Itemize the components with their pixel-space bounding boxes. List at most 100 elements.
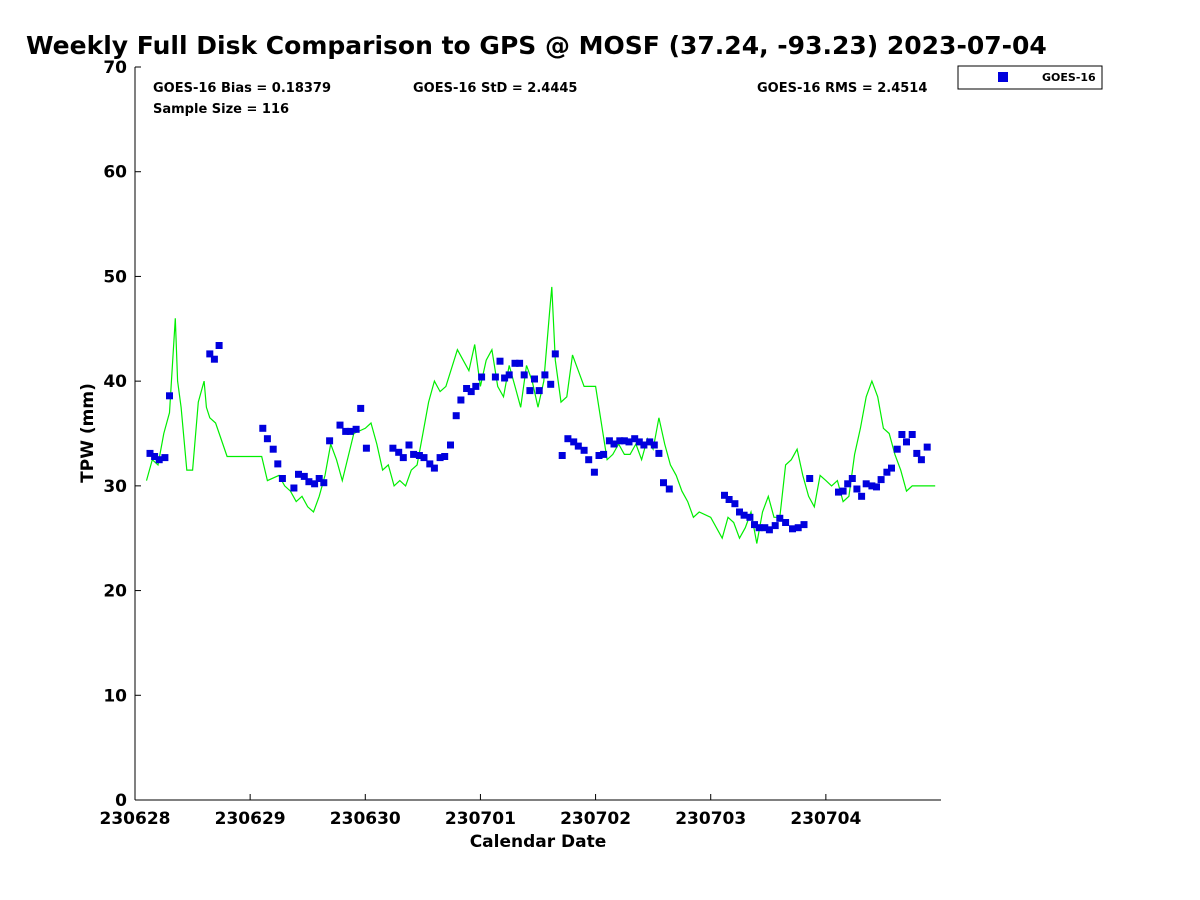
goes16-point [640,441,648,449]
goes16-point [908,431,916,438]
goes-series [146,342,931,534]
goes16-point [746,513,754,521]
goes16-point [898,431,906,438]
y-tick-label: 40 [103,372,127,392]
goes16-point [570,438,578,446]
goes16-point [755,524,763,532]
goes16-point [166,392,173,400]
goes16-point [625,438,633,446]
goes16-point [151,453,159,460]
goes16-point [660,479,667,487]
goes16-point [496,357,504,365]
goes16-point [501,374,509,382]
legend-box [957,65,1103,90]
goes16-point [883,468,891,476]
goes16-point [478,373,486,381]
goes16-point [740,511,748,519]
goes16-point [472,382,480,390]
goes16-point [420,454,428,462]
goes16-point [436,454,444,462]
goes16-point [848,475,856,482]
goes16-point [315,475,323,482]
stat-bias: GOES-16 Bias = 0.18379 [153,81,331,96]
stat-std: GOES-16 StD = 2.4445 [413,81,577,96]
goes16-point [526,387,534,395]
goes16-point [751,521,758,529]
goes16-point [215,342,223,349]
goes16-point [305,478,313,486]
goes16-point [835,488,842,496]
y-tick-label: 0 [115,791,127,811]
goes16-point [635,438,643,446]
goes16-point [531,375,538,383]
goes16-point [917,456,925,464]
goes16-point [903,438,910,446]
legend-marker-goes16 [998,72,1008,82]
x-tick-label: 230701 [445,809,516,829]
y-tick-label: 50 [103,267,127,287]
gps-line [145,286,936,544]
chart-title: Weekly Full Disk Comparison to GPS @ MOS… [26,31,1047,60]
goes16-point [155,456,163,464]
goes16-point [389,444,397,452]
goes16-point [806,475,814,482]
goes16-point [326,437,334,445]
goes16-point [320,479,328,487]
legend: GOES-16 [957,65,1103,90]
y-tick-label: 70 [103,58,127,78]
goes16-point [405,441,413,449]
goes16-point [259,424,267,432]
goes16-point [551,350,559,358]
goes16-point [395,448,403,456]
goes16-point [655,449,663,457]
goes16-point [263,435,271,443]
goes16-point [269,445,277,453]
goes16-point [893,445,901,453]
goes16-point [794,524,802,532]
goes16-point [362,444,370,452]
goes16-point [620,437,628,445]
goes16-point [858,492,866,500]
stat-sample-size: Sample Size = 116 [153,102,289,117]
goes16-point [547,380,555,388]
gps-series [145,286,936,544]
goes16-point [357,404,365,412]
goes16-point [616,437,624,445]
goes16-point [605,437,613,445]
goes16-point [877,476,885,484]
y-axis-ticks: 0 10 20 30 40 50 60 70 [103,58,141,811]
goes16-point [600,450,608,458]
goes16-point [311,480,319,488]
goes16-point [888,464,895,472]
goes16-point [558,452,566,459]
goes16-point [771,522,779,530]
goes16-point [590,468,598,476]
goes16-point [585,456,593,464]
goes16-point [463,385,471,392]
goes16-point [731,500,739,508]
goes16-point [862,480,870,488]
goes16-point [789,525,796,533]
goes16-point [491,373,499,381]
legend-label-goes16: GOES-16 [1042,71,1096,84]
goes16-point [516,359,524,367]
goes16-point [426,460,434,468]
goes16-point [467,388,475,396]
goes16-point [665,485,673,493]
goes16-point [725,496,733,503]
goes16-point [736,508,743,516]
goes16-point [278,475,286,482]
goes16-point [873,483,880,491]
plot-area [134,67,941,801]
goes16-point [430,464,438,472]
x-tick-label: 230628 [100,809,171,829]
goes16-point [415,452,423,459]
x-axis-label: Calendar Date [470,832,607,852]
goes16-point [300,472,308,480]
y-tick-label: 60 [103,163,127,183]
goes16-point [564,435,572,443]
goes16-point [290,484,298,492]
goes16-point [650,441,658,449]
goes16-point [352,425,360,433]
goes16-point [631,435,639,443]
